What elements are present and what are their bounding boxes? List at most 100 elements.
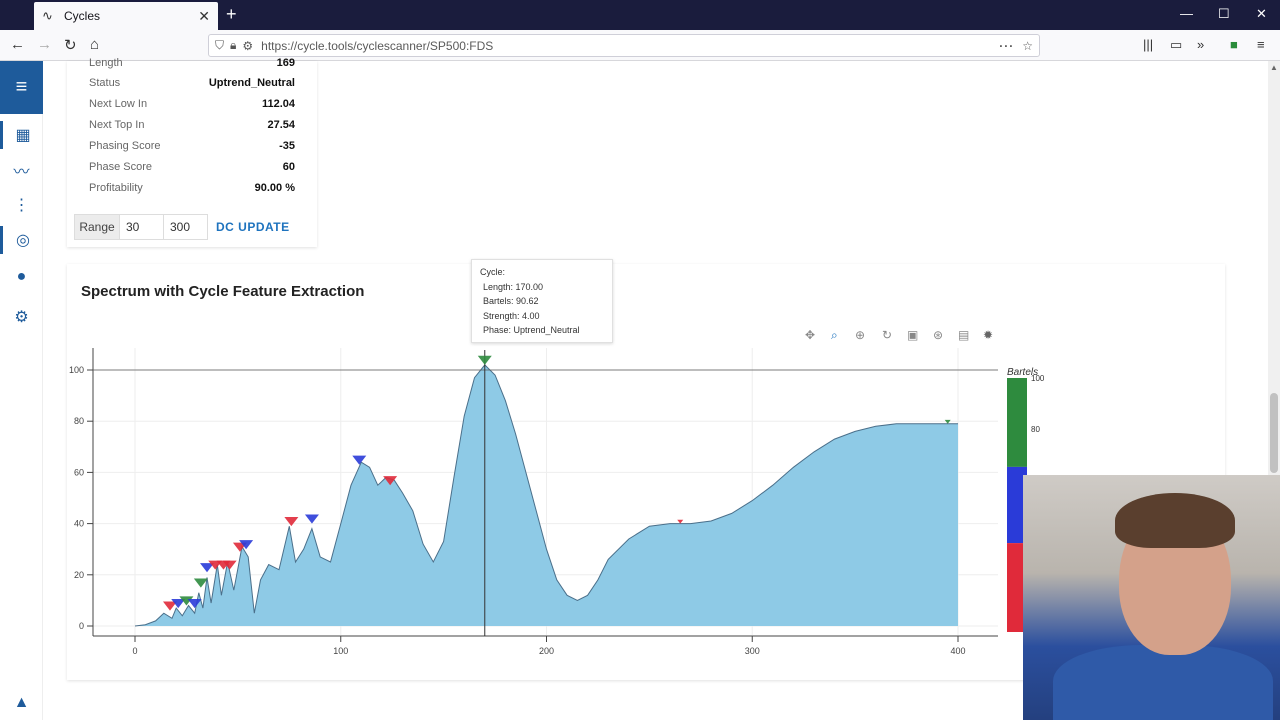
- cycle-marker: [477, 355, 492, 365]
- school-icon[interactable]: ▲: [13, 694, 30, 711]
- cycle-marker: [284, 517, 299, 527]
- cycle-marker: [222, 560, 237, 570]
- navigation-bar: ← → ↻ ⌂ ⛉ 🔒︎ ⚙ https://cycle.tools/cycle…: [0, 30, 1280, 61]
- app-menu-icon[interactable]: ≡: [1257, 37, 1265, 52]
- range-group: Range DC UPDATE: [74, 214, 290, 240]
- y-tick-label: 20: [74, 570, 84, 580]
- cycle-marker: [304, 514, 319, 524]
- info-row: Status Uptrend_Neutral: [89, 77, 295, 89]
- new-tab-button[interactable]: +: [226, 4, 237, 24]
- zoom-tool-icon[interactable]: ⌕: [831, 328, 838, 342]
- colorbar-title: Bartels: [1007, 367, 1038, 378]
- library-icon[interactable]: |||: [1143, 37, 1154, 52]
- shield-icon[interactable]: ⛉: [215, 38, 225, 52]
- tooltip-bartels: Bartels: 90.62: [483, 296, 539, 306]
- info-row: Next Top In 27.54: [89, 119, 295, 131]
- settings-gear-icon[interactable]: ⚙: [14, 309, 29, 326]
- back-button[interactable]: ←: [10, 36, 25, 53]
- maximize-button[interactable]: ☐: [1218, 6, 1230, 21]
- minimize-button[interactable]: —: [1180, 6, 1193, 21]
- reset-icon[interactable]: ↻: [882, 328, 893, 342]
- info-row: Phasing Score -35: [89, 140, 295, 152]
- bookmark-star-icon[interactable]: ☆: [1022, 38, 1033, 53]
- x-tick-label: 400: [950, 646, 965, 656]
- colorbar-segment: [1007, 378, 1027, 467]
- lock-icon[interactable]: 🔒︎: [230, 38, 237, 52]
- chart-dashboard-icon[interactable]: ▦: [0, 121, 43, 149]
- spectrum-line: [134, 364, 958, 627]
- home-button[interactable]: ⌂: [90, 36, 100, 53]
- presenter-shirt: [1053, 645, 1273, 720]
- info-label: Length: [89, 57, 123, 69]
- hover-icon[interactable]: ▤: [958, 328, 970, 342]
- info-value: 169: [276, 57, 295, 69]
- save-icon[interactable]: ▣: [907, 328, 919, 342]
- info-label: Status: [89, 77, 121, 89]
- overflow-icon[interactable]: »: [1197, 37, 1205, 52]
- url-text[interactable]: https://cycle.tools/cyclescanner/SP500:F…: [261, 38, 494, 53]
- cycle-marker: [239, 540, 254, 550]
- info-label: Next Top In: [89, 119, 145, 131]
- radar-icon[interactable]: ◎: [0, 226, 43, 254]
- scroll-up-icon[interactable]: ▲: [1270, 63, 1278, 72]
- permissions-icon[interactable]: ⚙: [242, 38, 254, 53]
- x-tick-label: 200: [539, 646, 554, 656]
- extension-icon[interactable]: ■: [1230, 37, 1238, 52]
- colorbar-tick-label: 80: [1031, 425, 1040, 434]
- chart-hover-tooltip: Cycle: Length: 170.00 Bartels: 90.62 Str…: [471, 259, 613, 343]
- page-actions-icon[interactable]: ···: [999, 38, 1015, 53]
- y-tick-label: 60: [74, 467, 84, 477]
- range-min-input[interactable]: [120, 214, 164, 240]
- wheel-zoom-icon[interactable]: ⊕: [855, 328, 866, 342]
- sidebar-icon[interactable]: ▭: [1170, 37, 1183, 52]
- cycle-marker: [944, 419, 951, 424]
- cycle-marker: [383, 476, 398, 486]
- crosshair-icon[interactable]: ⊛: [933, 328, 944, 342]
- dc-update-button[interactable]: DC UPDATE: [216, 220, 290, 234]
- info-label: Phasing Score: [89, 140, 161, 152]
- info-row: Next Low In 112.04: [89, 98, 295, 110]
- tab-title: Cycles: [64, 9, 101, 23]
- cycle-marker: [162, 601, 177, 611]
- info-value: -35: [279, 140, 295, 152]
- cycle-marker: [677, 519, 684, 524]
- info-value: 112.04: [261, 98, 295, 110]
- user-icon[interactable]: ●: [16, 268, 27, 285]
- cycle-wave-icon: ∿: [42, 8, 53, 23]
- info-value: Uptrend_Neutral: [208, 77, 295, 89]
- colorbar-tick-label: 100: [1031, 374, 1045, 383]
- scanner-grid-icon[interactable]: ⋮: [13, 197, 30, 214]
- bokeh-logo-icon[interactable]: ✹: [983, 328, 994, 342]
- cycle-marker: [187, 598, 202, 609]
- cycle-marker: [352, 455, 367, 465]
- url-bar[interactable]: ⛉ 🔒︎ ⚙ https://cycle.tools/cyclescanner/…: [208, 34, 1040, 57]
- presenter-hair: [1115, 493, 1235, 548]
- pulse-icon[interactable]: 〰: [13, 164, 30, 181]
- y-tick-label: 0: [79, 621, 84, 631]
- info-value: 60: [282, 161, 295, 173]
- browser-tab-strip: ∿ Cycles ✕ + — ☐ ✕: [0, 0, 1280, 30]
- hamburger-menu-icon[interactable]: ≡: [0, 61, 43, 114]
- tooltip-length: Length: 170.00: [483, 281, 544, 292]
- x-tick-label: 0: [132, 646, 137, 656]
- cycle-marker: [193, 578, 208, 588]
- tooltip-strength: Strength: 4.00: [483, 310, 540, 321]
- pan-tool-icon[interactable]: ✥: [805, 328, 816, 342]
- info-row: Phase Score 60: [89, 161, 295, 173]
- range-max-input[interactable]: [164, 214, 208, 240]
- info-row: Length 169: [89, 57, 295, 69]
- cycle-marker: [179, 596, 194, 606]
- forward-button[interactable]: →: [37, 36, 52, 53]
- reload-button[interactable]: ↻: [64, 37, 77, 54]
- info-value: 90.00 %: [254, 182, 295, 194]
- scroll-thumb[interactable]: [1270, 393, 1278, 473]
- chart-title: Spectrum with Cycle Feature Extraction: [81, 283, 365, 300]
- x-tick-label: 100: [333, 646, 348, 656]
- info-row: Profitability 90.00 %: [89, 182, 295, 194]
- browser-tab[interactable]: ∿ Cycles ✕: [34, 2, 218, 30]
- cycle-info-card: Length 169 Status Uptrend_Neutral Next Low I…: [67, 57, 317, 247]
- close-window-button[interactable]: ✕: [1256, 6, 1267, 21]
- close-tab-icon[interactable]: ✕: [198, 7, 210, 24]
- info-label: Phase Score: [89, 161, 152, 173]
